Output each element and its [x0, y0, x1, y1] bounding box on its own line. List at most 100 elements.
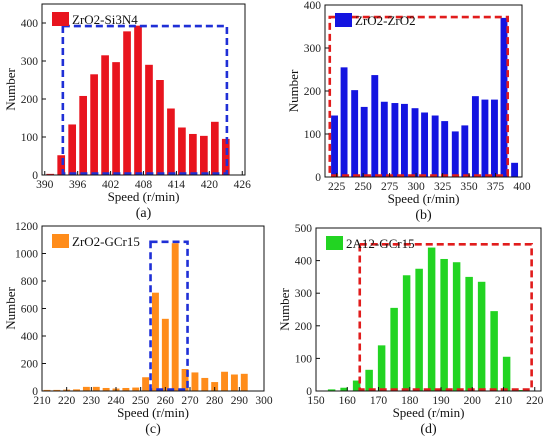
- subplot-label: (d): [420, 422, 437, 437]
- bar: [57, 155, 66, 175]
- bar: [82, 386, 90, 391]
- x-tick-label: 180: [401, 395, 419, 407]
- y-tick-label: 500: [295, 223, 313, 235]
- bar: [79, 95, 87, 175]
- bar: [122, 387, 130, 391]
- x-tick-label: 250: [355, 181, 373, 193]
- bar: [441, 121, 449, 177]
- bar: [511, 162, 519, 177]
- bar: [371, 75, 379, 177]
- bar: [46, 173, 55, 175]
- bar: [491, 99, 498, 177]
- bar: [415, 268, 423, 391]
- x-axis-label: Speed (r/min): [108, 189, 180, 204]
- bar: [152, 292, 159, 391]
- x-tick-label: 300: [255, 395, 273, 407]
- bar: [132, 387, 140, 391]
- bar: [402, 275, 411, 391]
- y-tick-label: 400: [295, 256, 313, 268]
- bar: [145, 64, 153, 175]
- x-tick-label: 210: [495, 395, 513, 407]
- bar: [191, 372, 199, 391]
- x-tick-label: 260: [157, 395, 175, 407]
- x-tick-label: 170: [370, 395, 388, 407]
- y-tick-label: 200: [21, 94, 39, 106]
- y-tick-label: 300: [304, 43, 322, 55]
- bar: [390, 307, 398, 391]
- y-tick-label: 1200: [15, 221, 38, 233]
- y-tick-label: 400: [21, 18, 39, 30]
- bar: [451, 131, 459, 177]
- bar: [365, 369, 373, 391]
- bar: [400, 103, 408, 177]
- bar: [440, 258, 448, 391]
- subplot-label: (c): [145, 422, 161, 437]
- bar: [210, 121, 219, 175]
- bar: [112, 62, 120, 175]
- x-tick-label: 408: [135, 179, 153, 191]
- x-tick-label: 420: [201, 179, 219, 191]
- bar: [500, 17, 508, 178]
- y-tick-label: 0: [306, 386, 312, 398]
- x-tick-label: 190: [432, 395, 450, 407]
- y-tick-label: 300: [295, 288, 313, 300]
- x-tick-label: 290: [231, 395, 249, 407]
- x-tick-label: 402: [102, 179, 120, 191]
- bar: [68, 124, 77, 175]
- bar: [352, 380, 361, 391]
- bar: [481, 99, 489, 177]
- bar: [43, 389, 51, 391]
- bar: [123, 31, 131, 175]
- bar: [201, 377, 209, 391]
- bar: [142, 377, 150, 391]
- bar: [189, 133, 197, 175]
- highlight-box: [328, 15, 510, 177]
- y-tick-label: 600: [21, 304, 39, 316]
- bar: [490, 311, 498, 391]
- bar: [171, 243, 179, 391]
- x-tick-label: 325: [434, 181, 452, 193]
- x-tick-label: 220: [58, 395, 76, 407]
- x-tick-label: 426: [234, 179, 252, 191]
- subplot-label: (a): [136, 206, 152, 221]
- x-tick-label: 400: [513, 181, 531, 193]
- subplot-label: (b): [415, 208, 432, 223]
- bar: [502, 356, 511, 391]
- bar: [92, 386, 100, 391]
- legend-swatch: [52, 12, 69, 26]
- bar: [221, 371, 228, 391]
- bar: [377, 345, 386, 391]
- bar: [230, 374, 238, 391]
- bar: [360, 106, 368, 177]
- x-tick-label: 280: [206, 395, 224, 407]
- bar: [391, 103, 399, 177]
- y-tick-label: 800: [21, 276, 39, 288]
- x-tick-label: 270: [181, 395, 199, 407]
- bar: [102, 387, 110, 391]
- legend-label: ZrO2-Si3N4: [72, 12, 138, 27]
- x-axis-label: Speed (r/min): [117, 405, 189, 420]
- x-axis-label: Speed (r/min): [388, 191, 460, 206]
- chart-panel-3: 210 220 230 240 250 260 270 280 290 300 0 200 400 600…: [3, 221, 273, 437]
- x-tick-label: 200: [464, 395, 482, 407]
- y-tick-label: 0: [315, 172, 321, 184]
- bar: [471, 96, 479, 177]
- legend-swatch: [52, 234, 69, 248]
- bar: [452, 262, 461, 391]
- x-axis-label: Speed (r/min): [393, 405, 465, 420]
- y-tick-label: 300: [21, 56, 39, 68]
- y-axis-label: Number: [286, 69, 301, 112]
- bar: [340, 67, 348, 177]
- bar: [73, 389, 80, 391]
- bar: [331, 115, 338, 177]
- y-tick-label: 400: [304, 0, 322, 12]
- x-tick-label: 225: [328, 181, 346, 193]
- x-tick-label: 300: [407, 181, 425, 193]
- bar: [181, 369, 189, 391]
- y-tick-label: 100: [21, 132, 39, 144]
- x-tick-label: 220: [526, 395, 544, 407]
- legend-label: ZrO2-GCr15: [72, 234, 140, 249]
- x-tick-label: 396: [69, 179, 87, 191]
- y-tick-label: 0: [32, 386, 38, 398]
